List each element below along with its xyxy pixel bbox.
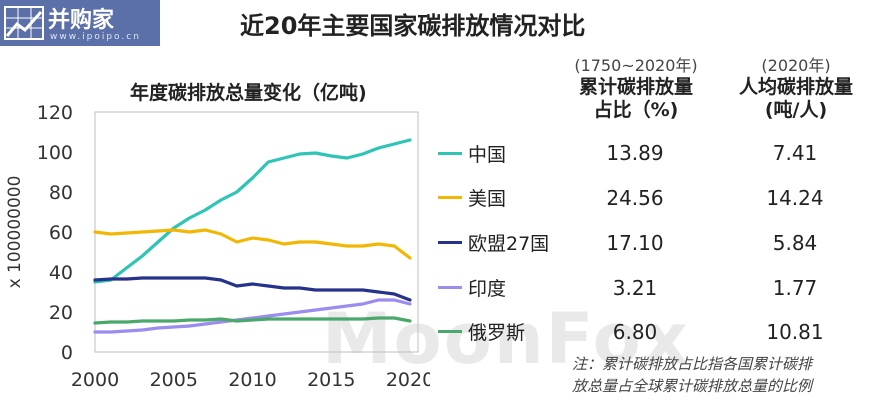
y-tick-label: 40 [49, 262, 73, 284]
cell-share-india: 3.21 [612, 276, 658, 300]
x-tick-label: 2015 [307, 369, 355, 391]
legend-label: 中国 [468, 144, 507, 166]
cell-percapita-india: 1.77 [772, 276, 818, 300]
cell-share-eu27: 17.10 [606, 231, 664, 255]
legend-label: 俄罗斯 [468, 322, 526, 344]
cell-percapita-usa: 14.24 [766, 186, 824, 210]
table-header-cumulative-unit: 占比（%) [593, 99, 679, 121]
y-tick-label: 100 [37, 142, 73, 164]
series-line-4 [93, 316, 412, 325]
logo-chart-icon [4, 6, 44, 40]
legend-label: 欧盟27国 [468, 233, 550, 255]
series-line-1 [93, 228, 412, 260]
series-line-0 [93, 138, 412, 284]
cell-share-china: 13.89 [606, 141, 664, 165]
table-header-percapita-unit: (吨/人) [764, 99, 828, 121]
footnote-line-2: 放总量占全球累计碳排放总量的比例 [572, 377, 813, 395]
watermark: MoonFox [322, 298, 690, 380]
x-tick-label: 2000 [71, 369, 119, 391]
page-title: 近20年主要国家碳排放情况对比 [240, 12, 586, 40]
footnote-line-1: 注：累计碳排放占比指各国累计碳排 [572, 355, 813, 373]
footnote: 注：累计碳排放占比指各国累计碳排 放总量占全球累计碳排放总量的比例 [572, 353, 812, 397]
legend-label: 印度 [468, 278, 507, 300]
series-line-3 [93, 298, 412, 334]
y-tick-label: 20 [49, 302, 73, 324]
legend-swatch [438, 152, 462, 155]
x-tick-label: 2005 [150, 369, 198, 391]
series-line-2 [93, 276, 412, 302]
y-tick-label: 0 [61, 342, 73, 364]
y-tick-label: 60 [49, 222, 73, 244]
logo-name: 并购家 [48, 8, 115, 33]
x-tick-label: 2020 [386, 369, 430, 391]
table-header-cumulative-title: 累计碳排放量 [578, 76, 693, 98]
legend-swatch [438, 196, 462, 199]
logo: 并购家 www.ipoipo.cn [0, 0, 160, 46]
legend-swatch [438, 330, 462, 333]
x-tick-label: 2010 [228, 369, 276, 391]
chart-title: 年度碳排放总量变化（亿吨) [130, 82, 367, 104]
table-header-percapita-title: 人均碳排放量 [738, 76, 853, 98]
y-tick-label: 80 [49, 182, 73, 204]
table-header-percapita: (2020年) 人均碳排放量 (吨/人) [716, 52, 870, 122]
legend-swatch [438, 241, 462, 244]
cell-percapita-china: 7.41 [772, 141, 818, 165]
table-header-cumulative-sub: (1750~2020年) [574, 56, 698, 75]
table-header-percapita-sub: (2020年) [761, 56, 831, 75]
logo-url: www.ipoipo.cn [50, 32, 141, 42]
cell-percapita-russia: 10.81 [766, 320, 824, 344]
y-axis-label: x 100000000 [5, 176, 25, 289]
cell-percapita-eu27: 5.84 [772, 231, 818, 255]
line-chart: 0 20 40 60 80 100 120 2000 2005 2010 2015 2020 x 100… [5, 102, 430, 391]
table-header-cumulative: (1750~2020年) 累计碳排放量 占比（%) [556, 52, 716, 122]
y-tick-label: 120 [37, 102, 73, 124]
legend-label: 美国 [468, 188, 507, 210]
legend-swatch [438, 286, 462, 289]
cell-share-usa: 24.56 [606, 186, 664, 210]
cell-share-russia: 6.80 [612, 320, 658, 344]
